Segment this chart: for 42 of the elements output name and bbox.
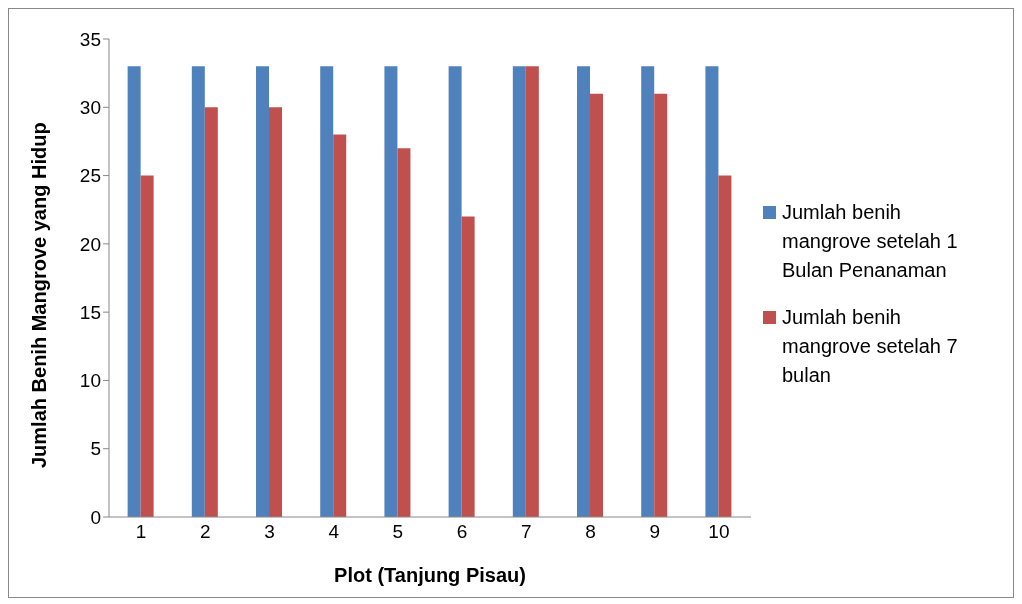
bar — [127, 66, 141, 517]
bar — [269, 107, 283, 517]
bar — [191, 66, 205, 517]
bar — [204, 107, 218, 517]
x-tick-label: 5 — [392, 521, 404, 543]
y-axis-title: Jumlah Benih Mangrove yang Hidup — [28, 122, 51, 468]
y-tick-label: 10 — [79, 370, 101, 392]
x-tick-label: 1 — [135, 521, 147, 543]
x-axis-title: Plot (Tanjung Pisau) — [334, 564, 526, 586]
y-tick-label: 5 — [90, 438, 101, 460]
bar — [333, 134, 347, 517]
x-tick-label: 6 — [456, 521, 468, 543]
bar — [525, 66, 539, 517]
x-tick-label: 2 — [200, 521, 211, 543]
y-tick-label: 0 — [90, 506, 101, 528]
bar — [590, 93, 604, 517]
y-tick-label: 25 — [79, 165, 101, 187]
x-tick-label: 3 — [264, 521, 275, 543]
bar — [256, 66, 270, 517]
bar — [461, 216, 475, 517]
bar — [512, 66, 526, 517]
bar — [397, 148, 411, 517]
bar — [705, 66, 719, 517]
bar — [654, 93, 668, 517]
x-tick-label: 7 — [521, 521, 532, 543]
x-tick-label: 9 — [649, 521, 660, 543]
legend-label: Jumlah benih mangrove setelah 1 Bulan Penanaman — [782, 200, 959, 283]
x-tick-label: 4 — [328, 521, 340, 543]
bar — [140, 175, 154, 517]
bar — [384, 66, 398, 517]
y-tick-label: 30 — [79, 97, 101, 119]
bar — [320, 66, 334, 517]
bar — [718, 175, 732, 517]
bar — [448, 66, 462, 517]
y-tick-label: 15 — [79, 301, 101, 323]
y-tick-label: 20 — [79, 233, 101, 255]
x-tick-label: 10 — [708, 521, 730, 543]
bar — [577, 66, 591, 517]
y-tick-label: 35 — [79, 28, 101, 50]
bar — [641, 66, 655, 517]
legend-label: Jumlah benih mangrove setelah 7 bulan — [782, 305, 959, 388]
x-tick-label: 8 — [585, 521, 596, 543]
